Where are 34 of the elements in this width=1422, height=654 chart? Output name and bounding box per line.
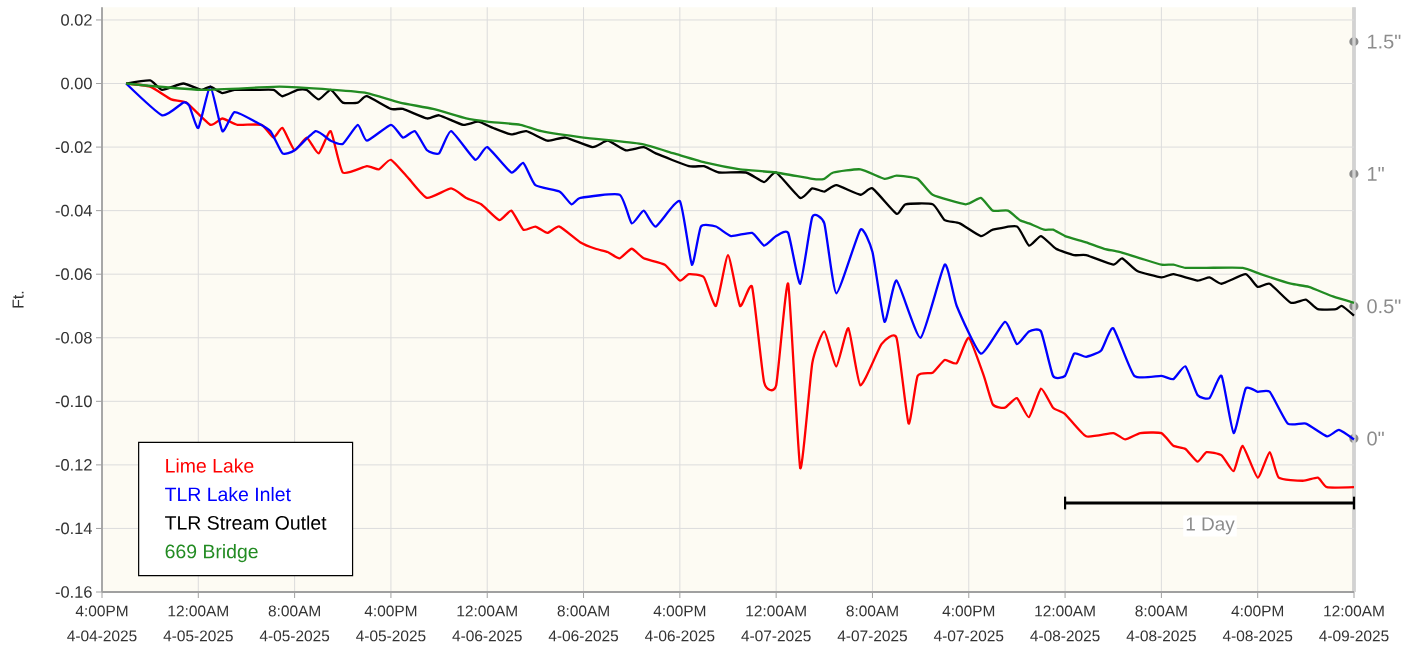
x-tick-label: 12:00AM 4-06-2025 — [452, 605, 522, 642]
y2-tick-label: 1.5" — [1368, 34, 1401, 49]
y-tick-label: -0.08 — [55, 331, 92, 344]
y2-tick-label: 0" — [1367, 431, 1384, 446]
y2-tick-label: 1" — [1368, 167, 1384, 181]
y-tick-label: -0.10 — [55, 395, 92, 408]
y-tick-label: -0.04 — [55, 204, 92, 217]
x-tick-label: 4:00PM 4-05-2025 — [356, 605, 426, 642]
x-tick-label: 12:00AM 4-05-2025 — [163, 605, 233, 642]
y-tick-label: -0.02 — [55, 141, 92, 153]
y-tick-label: -0.14 — [55, 522, 92, 535]
x-tick-label: 8:00AM 4-08-2025 — [1126, 605, 1196, 642]
x-tick-label: 4:00PM 4-06-2025 — [645, 605, 715, 642]
x-tick-label: 8:00AM 4-06-2025 — [548, 605, 619, 642]
text: TLR Stream Outlet — [165, 515, 327, 530]
text: Lime Lake — [166, 458, 254, 473]
text: 669 Bridge — [165, 544, 258, 563]
x-tick-label: 8:00AM 4-07-2025 — [837, 605, 907, 642]
text: TLR Lake Inlet — [165, 486, 291, 502]
y-tick-label: 0.00 — [61, 77, 92, 90]
annotation: 1 Day — [1186, 517, 1235, 535]
x-tick-label: 4:00PM 4-04-2025 — [67, 605, 137, 642]
x-tick-label: 8:00AM 4-05-2025 — [259, 605, 330, 642]
y-tick-label: -0.16 — [55, 586, 92, 598]
y-tick-label: 0.02 — [61, 14, 92, 26]
x-tick-label: 12:00AM 4-08-2025 — [1030, 605, 1100, 642]
y-axis-title: Ft. — [12, 291, 24, 308]
x-tick-label: 12:00AM 4-07-2025 — [741, 605, 811, 642]
x-tick-label: 12:00AM 4-09-2025 — [1319, 605, 1389, 642]
y2-tick-label: 0.5" — [1367, 299, 1401, 314]
y-tick-label: -0.12 — [55, 459, 92, 471]
y-tick-label: -0.06 — [55, 268, 92, 281]
x-tick-label: 4:00PM 4-08-2025 — [1222, 605, 1293, 642]
x-tick-label: 4:00PM 4-07-2025 — [933, 605, 1004, 642]
